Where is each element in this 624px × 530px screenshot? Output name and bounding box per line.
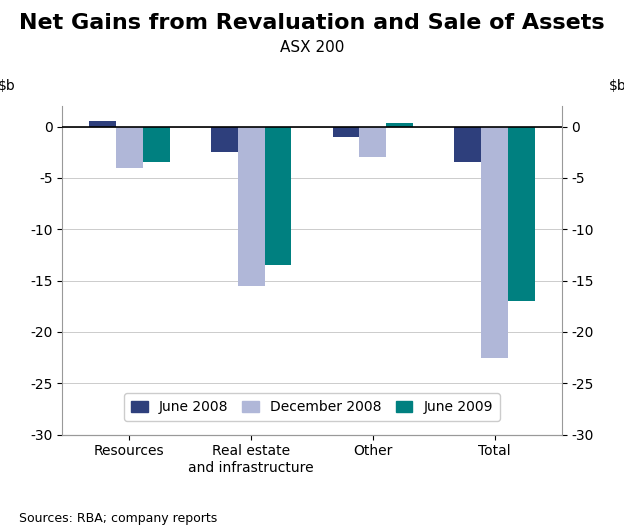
Bar <box>211 127 238 152</box>
Bar <box>333 127 359 137</box>
Text: $b: $b <box>0 79 15 93</box>
Bar <box>143 127 170 163</box>
Bar <box>89 121 116 127</box>
Bar <box>481 127 508 358</box>
Bar <box>386 123 413 127</box>
Text: Net Gains from Revaluation and Sale of Assets: Net Gains from Revaluation and Sale of A… <box>19 13 605 33</box>
Bar <box>359 127 386 157</box>
Bar <box>116 127 143 167</box>
Bar <box>265 127 291 265</box>
Text: ASX 200: ASX 200 <box>280 40 344 55</box>
Text: Sources: RBA; company reports: Sources: RBA; company reports <box>19 511 217 525</box>
Bar <box>508 127 535 301</box>
Legend: June 2008, December 2008, June 2009: June 2008, December 2008, June 2009 <box>124 393 500 421</box>
Text: $b: $b <box>609 79 624 93</box>
Bar <box>454 127 481 163</box>
Bar <box>238 127 265 286</box>
